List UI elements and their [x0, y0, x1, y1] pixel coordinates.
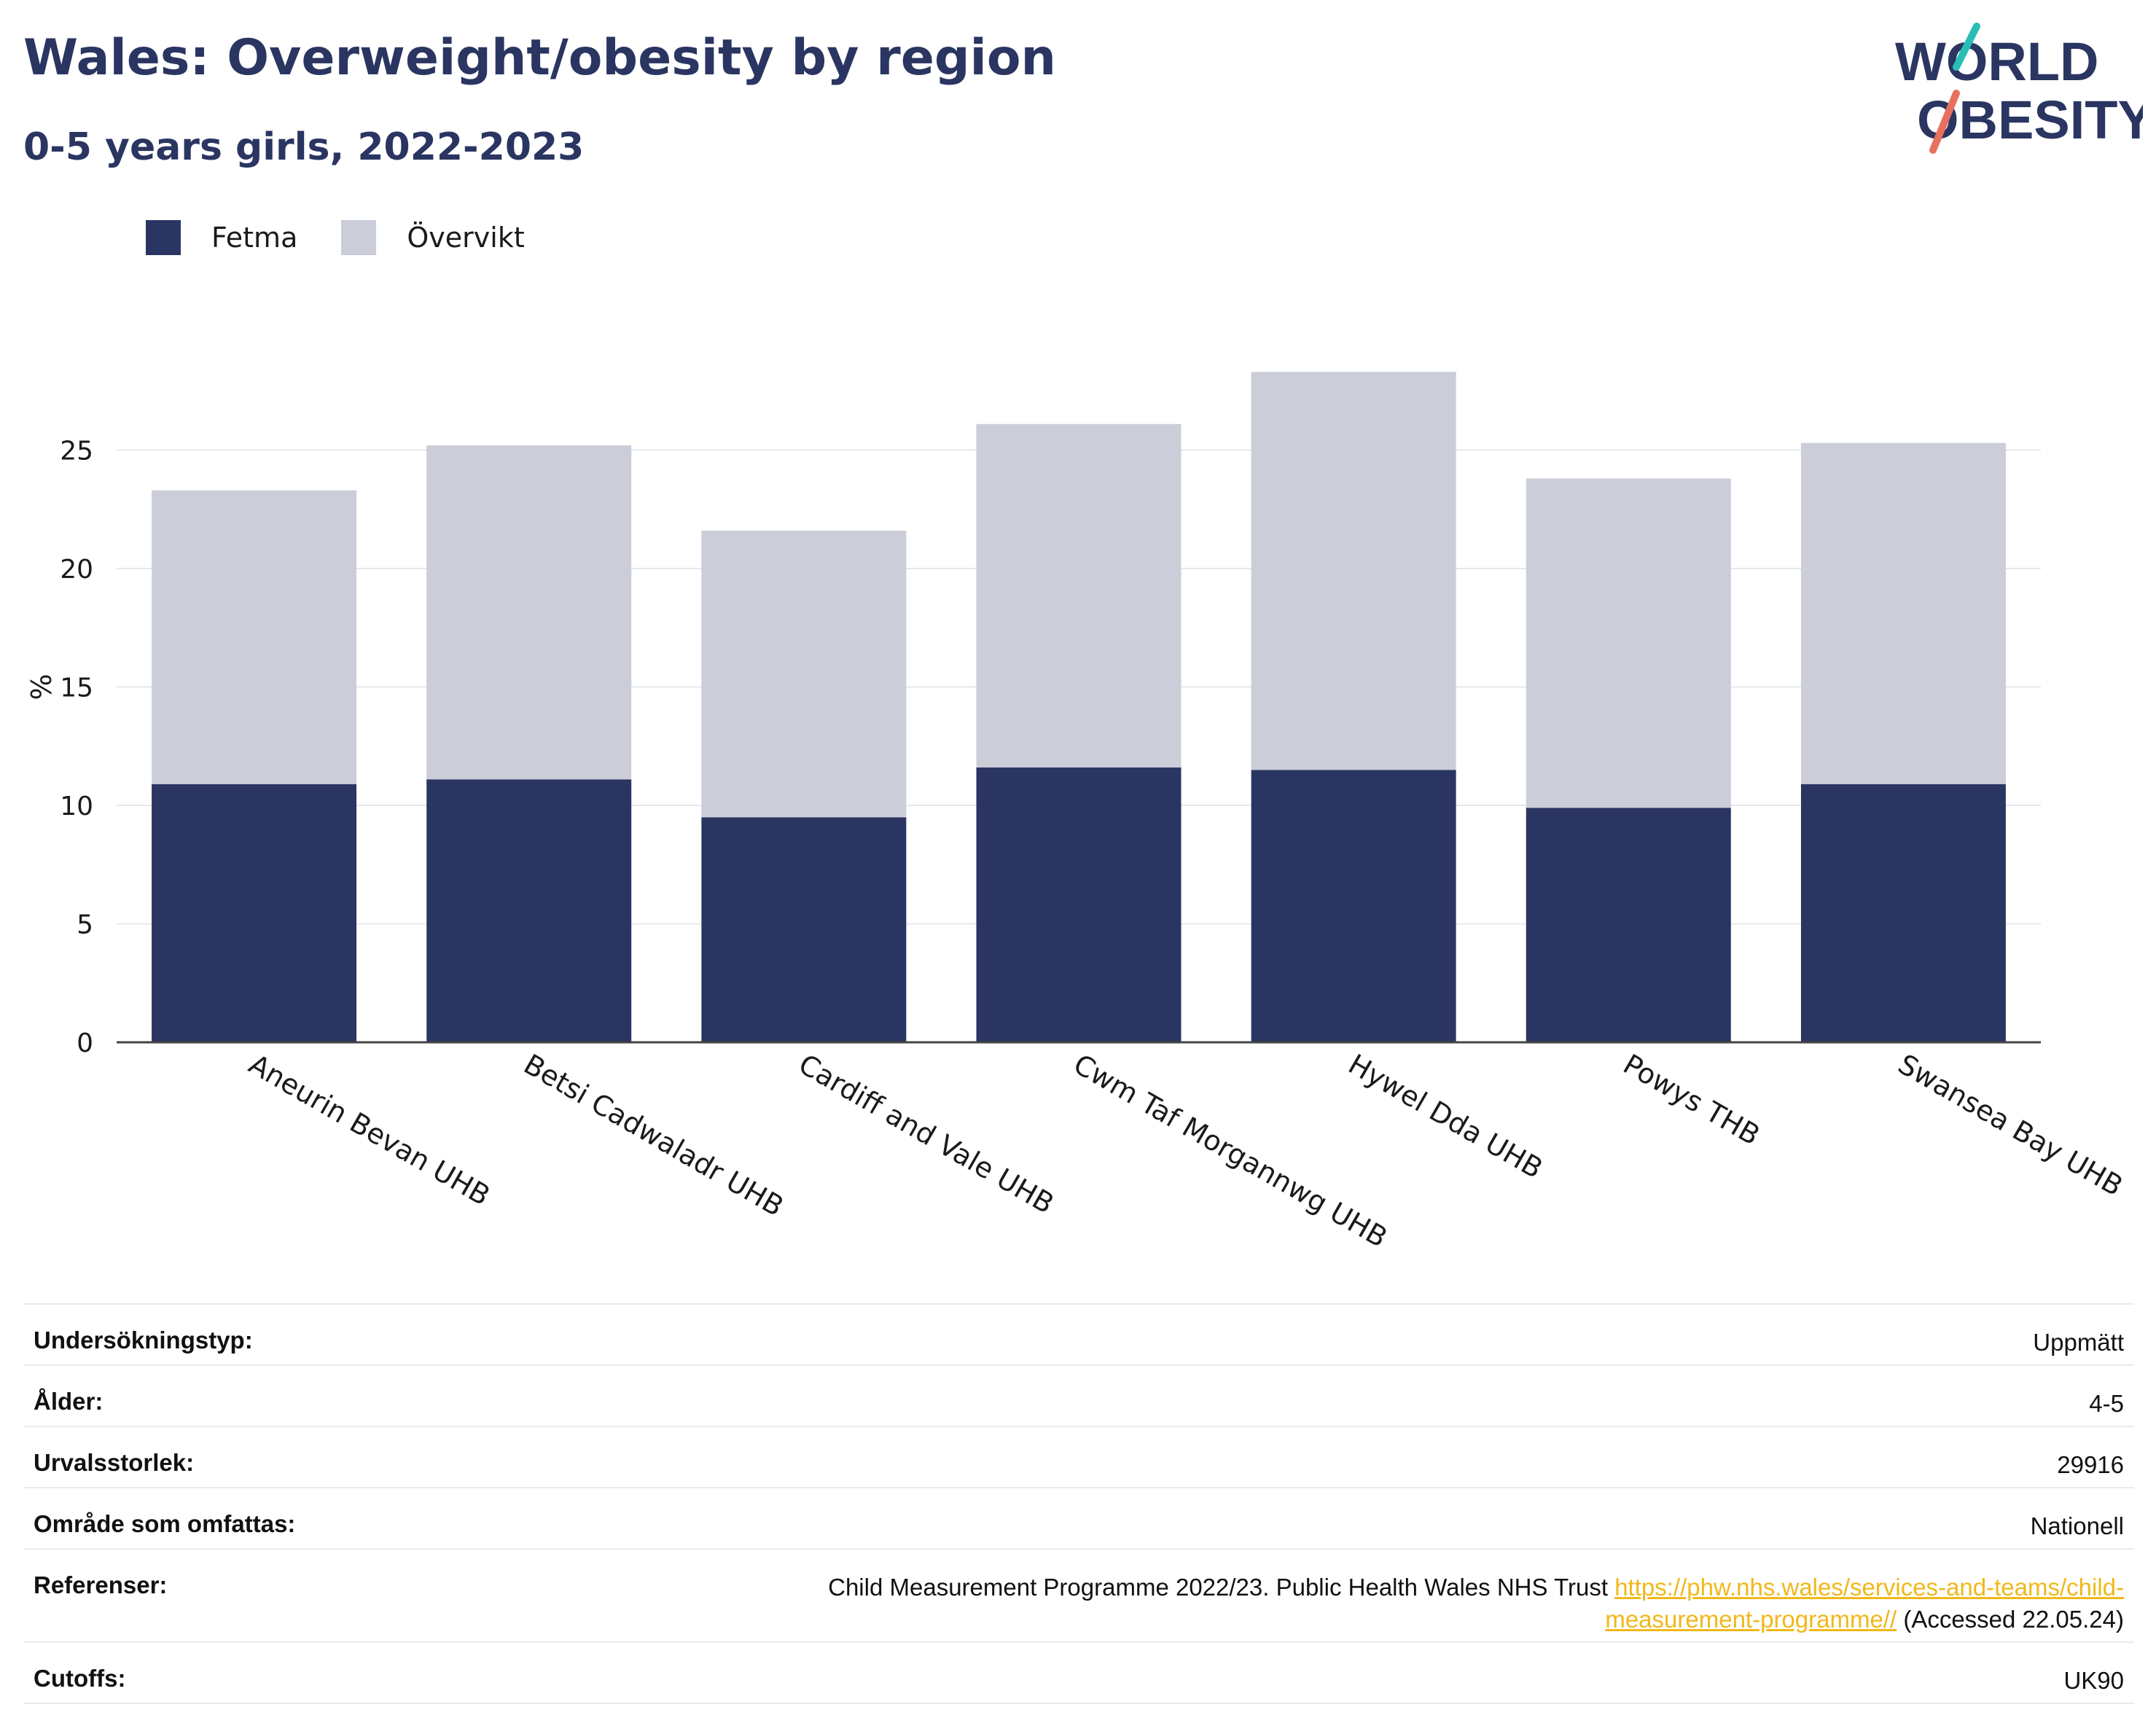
reference-link-line1[interactable]: https://phw.nhs.wales/services-and-teams… [1614, 1574, 2124, 1601]
bar-fetma [1251, 770, 1456, 1042]
bar-overvikt [426, 445, 632, 780]
reference-link-line2[interactable]: measurement-programme// [1605, 1606, 1897, 1633]
x-tick-label: Betsi Cadwaladr UHB [518, 1048, 789, 1223]
logo-teal-stroke [1953, 23, 1980, 71]
bar-fetma [1800, 784, 2006, 1042]
y-axis-label: % [26, 673, 58, 700]
metadata-table: Undersökningstyp: Uppmätt Ålder: 4-5 Urv… [23, 1303, 2134, 1704]
reference-accessed: (Accessed 22.05.24) [1903, 1606, 2124, 1633]
meta-row-survey-type: Undersökningstyp: Uppmätt [23, 1303, 2134, 1365]
legend-label-fetma: Fetma [211, 222, 298, 254]
meta-label: Undersökningstyp: [23, 1303, 554, 1365]
meta-value: 29916 [554, 1426, 2134, 1488]
legend-swatch-fetma [146, 220, 181, 255]
chart-legend: Fetma Övervikt [146, 216, 569, 259]
meta-row-sample-size: Urvalsstorlek: 29916 [23, 1426, 2134, 1488]
logo-text-world: WORLD [1895, 31, 2099, 92]
bar-overvikt [152, 490, 357, 784]
reference-text: Child Measurement Programme 2022/23. Pub… [828, 1574, 1609, 1601]
x-tick-label: Powys THB [1618, 1048, 1765, 1152]
bar-fetma [152, 784, 357, 1042]
meta-row-area: Område som omfattas: Nationell [23, 1487, 2134, 1549]
meta-row-references: Referenser: Child Measurement Programme … [23, 1548, 2134, 1642]
meta-label: Ålder: [23, 1364, 554, 1426]
bar-overvikt [1800, 442, 2006, 784]
stacked-bar-chart: 0 5 10 15 20 25% Aneurin Bevan UHB Betsi Cadwal… [26, 372, 2128, 1254]
bar-overvikt [976, 423, 1181, 768]
meta-value: UK90 [554, 1641, 2134, 1704]
chart-title: Wales: Overweight/obesity by region [23, 29, 1056, 87]
x-tick-label: Cardiff and Vale UHB [793, 1048, 1059, 1220]
meta-row-cutoffs: Cutoffs: UK90 [23, 1641, 2134, 1704]
meta-value: Uppmätt [554, 1303, 2134, 1365]
meta-row-age: Ålder: 4-5 [23, 1364, 2134, 1426]
meta-value: 4-5 [554, 1364, 2134, 1426]
meta-label: Urvalsstorlek: [23, 1426, 554, 1488]
x-tick-label: Aneurin Bevan UHB [243, 1048, 496, 1212]
meta-label: Cutoffs: [23, 1641, 554, 1704]
x-tick-label: Cwm Taf Morgannwg UHB [1069, 1048, 1393, 1254]
y-tick-label: 15 [60, 673, 93, 703]
x-tick-label: Hywel Dda UHB [1343, 1048, 1548, 1185]
bar-overvikt [701, 531, 907, 818]
x-tick-label: Swansea Bay UHB [1893, 1048, 2128, 1203]
y-tick-label: 20 [60, 555, 93, 585]
meta-label: Referenser: [23, 1548, 554, 1642]
bar-fetma [1526, 808, 1731, 1042]
meta-label: Område som omfattas: [23, 1487, 554, 1549]
y-tick-label: 0 [77, 1028, 93, 1058]
bar-fetma [976, 768, 1181, 1042]
world-obesity-logo: WORLD OBESITY [1895, 23, 2143, 154]
y-tick-label: 5 [77, 910, 93, 940]
bar-overvikt [1526, 478, 1731, 808]
bar-fetma [701, 817, 907, 1042]
bar-overvikt [1251, 372, 1456, 770]
legend-swatch-overvikt [341, 220, 377, 255]
bar-fetma [426, 779, 632, 1042]
meta-value: Nationell [554, 1487, 2134, 1549]
meta-value-references: Child Measurement Programme 2022/23. Pub… [554, 1548, 2134, 1642]
y-tick-label: 25 [60, 437, 93, 466]
legend-item-overvikt[interactable]: Övervikt [341, 220, 525, 255]
logo-coral-stroke [1929, 90, 1960, 154]
chart-subtitle: 0-5 years girls, 2022-2023 [23, 125, 585, 169]
y-tick-label: 10 [60, 792, 93, 821]
legend-label-overvikt: Övervikt [407, 222, 525, 254]
legend-item-fetma[interactable]: Fetma [146, 220, 297, 255]
